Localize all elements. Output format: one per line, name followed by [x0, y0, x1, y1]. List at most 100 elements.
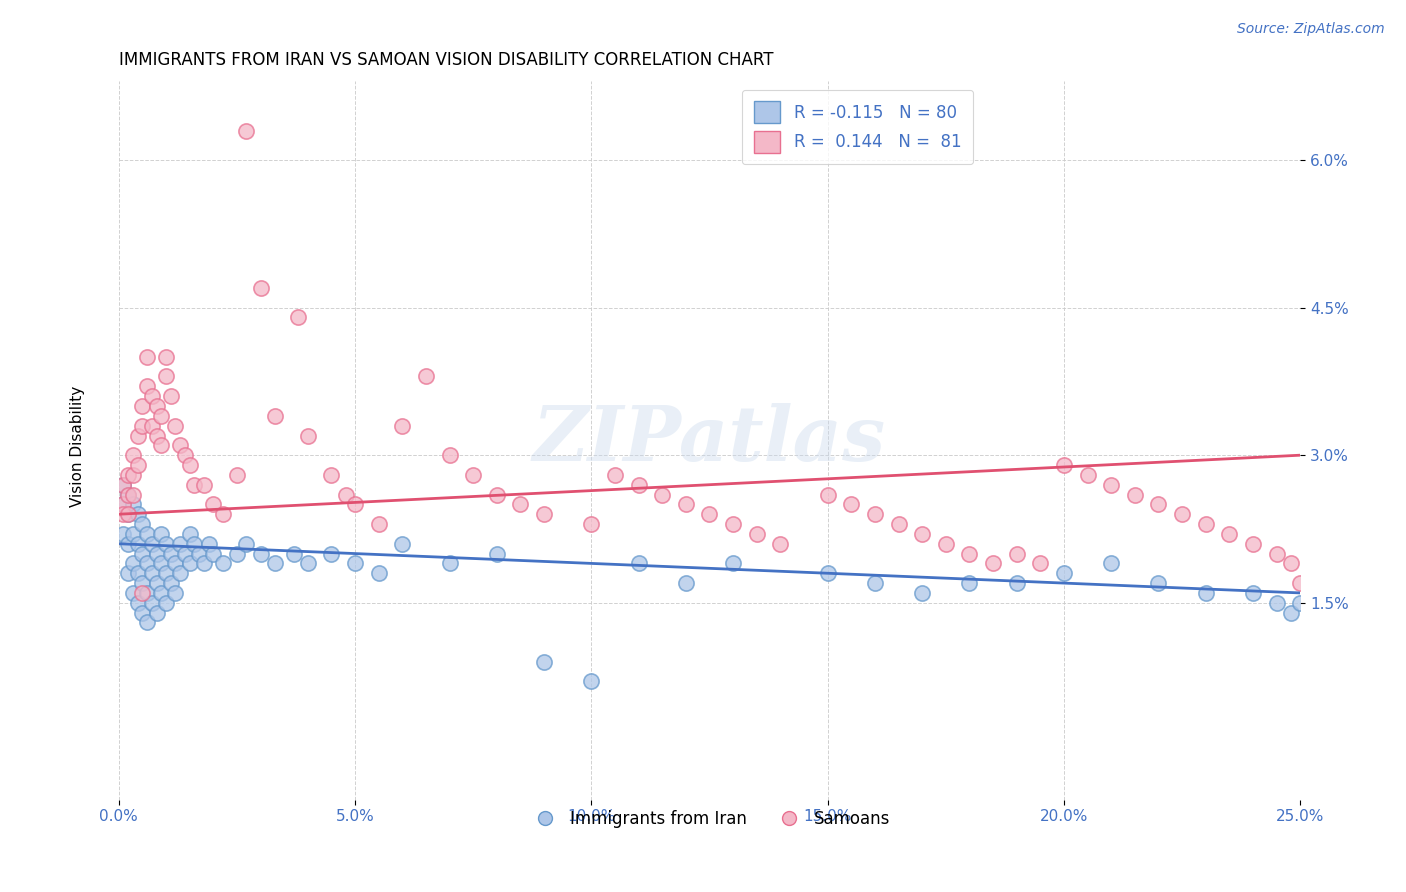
Point: [415, 369, 437, 384]
Point: [159, 389, 181, 403]
Point: [122, 527, 145, 541]
Point: [863, 576, 886, 591]
Point: [225, 547, 247, 561]
Point: [150, 586, 173, 600]
Point: [1053, 566, 1076, 581]
Point: [463, 467, 485, 482]
Point: [136, 527, 159, 541]
Point: [165, 418, 187, 433]
Point: [202, 547, 225, 561]
Point: [321, 547, 343, 561]
Point: [136, 350, 159, 364]
Point: [957, 576, 980, 591]
Point: [117, 507, 139, 521]
Point: [165, 557, 187, 571]
Point: [145, 547, 167, 561]
Point: [159, 576, 181, 591]
Point: [122, 467, 145, 482]
Point: [122, 557, 145, 571]
Point: [155, 537, 177, 551]
Point: [911, 586, 934, 600]
Point: [188, 547, 211, 561]
Point: [202, 497, 225, 511]
Point: [141, 418, 163, 433]
Point: [136, 557, 159, 571]
Point: [136, 379, 159, 393]
Point: [533, 507, 555, 521]
Point: [197, 537, 219, 551]
Point: [127, 428, 149, 442]
Point: [155, 566, 177, 581]
Point: [127, 596, 149, 610]
Point: [721, 557, 744, 571]
Point: [225, 467, 247, 482]
Point: [117, 507, 139, 521]
Point: [745, 527, 768, 541]
Point: [391, 418, 413, 433]
Point: [159, 547, 181, 561]
Point: [169, 438, 191, 452]
Point: [141, 566, 163, 581]
Point: [863, 507, 886, 521]
Point: [1265, 547, 1288, 561]
Point: [981, 557, 1004, 571]
Point: [127, 566, 149, 581]
Point: [235, 537, 257, 551]
Point: [136, 586, 159, 600]
Point: [887, 517, 910, 532]
Point: [211, 557, 233, 571]
Point: [179, 527, 201, 541]
Point: [141, 596, 163, 610]
Point: [136, 615, 159, 630]
Point: [193, 477, 215, 491]
Point: [145, 428, 167, 442]
Point: [699, 507, 721, 521]
Point: [627, 477, 650, 491]
Legend: Immigrants from Iran, Samoans: Immigrants from Iran, Samoans: [522, 803, 897, 834]
Point: [263, 409, 285, 423]
Point: [174, 547, 197, 561]
Point: [117, 467, 139, 482]
Point: [211, 507, 233, 521]
Text: IMMIGRANTS FROM IRAN VS SAMOAN VISION DISABILITY CORRELATION CHART: IMMIGRANTS FROM IRAN VS SAMOAN VISION DI…: [118, 51, 773, 69]
Point: [817, 566, 839, 581]
Point: [391, 537, 413, 551]
Point: [117, 487, 139, 501]
Point: [117, 487, 139, 501]
Point: [145, 399, 167, 413]
Point: [321, 467, 343, 482]
Point: [367, 566, 389, 581]
Point: [1279, 557, 1302, 571]
Point: [1241, 537, 1264, 551]
Point: [627, 557, 650, 571]
Point: [603, 467, 626, 482]
Point: [721, 517, 744, 532]
Point: [183, 537, 205, 551]
Point: [1005, 547, 1028, 561]
Point: [287, 310, 309, 325]
Point: [509, 497, 531, 511]
Point: [1279, 606, 1302, 620]
Point: [155, 596, 177, 610]
Point: [145, 576, 167, 591]
Point: [1123, 487, 1146, 501]
Point: [335, 487, 357, 501]
Point: [935, 537, 957, 551]
Point: [581, 517, 603, 532]
Point: [581, 674, 603, 689]
Point: [150, 409, 173, 423]
Point: [165, 586, 187, 600]
Point: [1005, 576, 1028, 591]
Point: [1195, 586, 1218, 600]
Point: [179, 458, 201, 472]
Point: [155, 350, 177, 364]
Point: [183, 477, 205, 491]
Point: [112, 497, 135, 511]
Point: [174, 448, 197, 462]
Point: [249, 281, 271, 295]
Point: [141, 537, 163, 551]
Point: [1241, 586, 1264, 600]
Point: [911, 527, 934, 541]
Point: [117, 566, 139, 581]
Point: [112, 507, 135, 521]
